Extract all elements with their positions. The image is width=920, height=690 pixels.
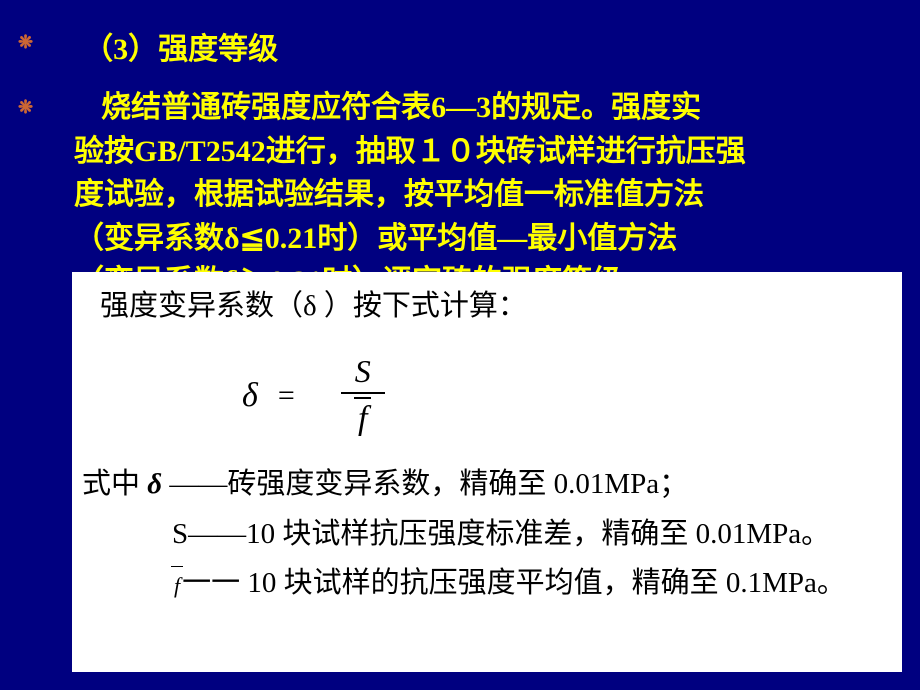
def2-symbol: S xyxy=(172,518,188,550)
formula-lhs: δ xyxy=(242,377,258,415)
def3-text: 一一 10 块试样的抗压强度平均值，精确至 0.1MPa。 xyxy=(182,567,846,599)
formula-box: 强度变异系数（δ ）按下式计算： δ = S f 式中 δ ——砖强度变异系数，… xyxy=(72,272,902,672)
def3-symbol: f xyxy=(172,567,182,604)
heading-text: （3）强度等级 xyxy=(43,24,278,68)
overline-icon xyxy=(354,397,371,399)
def2-text: ——10 块试样抗压强度标准差，精确至 0.01MPa。 xyxy=(188,518,830,550)
slide: ❋ （3）强度等级 ❋ 烧结普通砖强度应符合表6—3的规定。强度实 验按GB/T… xyxy=(0,0,920,690)
paragraph-line-2: 验按GB/T2542进行，抽取１０块砖试样进行抗压强 xyxy=(0,130,920,174)
definition-1: 式中 δ ——砖强度变异系数，精确至 0.01MPa； xyxy=(72,460,902,509)
formula-equals: = xyxy=(278,379,295,413)
flower-bullet-icon: ❋ xyxy=(18,94,33,120)
formula-fraction: S f xyxy=(341,353,385,438)
formula-denominator: f xyxy=(344,394,381,438)
def3-symbol-letter: f xyxy=(174,573,180,598)
formula-denominator-sym: f xyxy=(358,400,367,437)
paragraph-line-1: 烧结普通砖强度应符合表6—3的规定。强度实 xyxy=(43,86,701,130)
formula-numerator: S xyxy=(341,353,385,394)
flower-bullet-icon: ❋ xyxy=(18,32,33,53)
overline-icon xyxy=(171,566,183,568)
paragraph-row: ❋ 烧结普通砖强度应符合表6—3的规定。强度实 xyxy=(0,68,920,130)
paragraph-line-4: （变异系数δ≦0.21时）或平均值—最小值方法 xyxy=(0,217,920,261)
formula-intro: 强度变异系数（δ ）按下式计算： xyxy=(72,272,902,331)
def1-symbol: δ xyxy=(147,468,162,500)
def1-text: ——砖强度变异系数，精确至 0.01MPa； xyxy=(162,468,688,500)
formula: δ = S f xyxy=(72,331,902,460)
definition-3: f 一一 10 块试样的抗压强度平均值，精确至 0.1MPa。 xyxy=(72,559,902,608)
paragraph-line-3: 度试验，根据试验结果，按平均值一标准值方法 xyxy=(0,173,920,217)
definition-2: S——10 块试样抗压强度标准差，精确至 0.01MPa。 xyxy=(72,510,902,559)
def-prefix: 式中 xyxy=(82,468,147,500)
heading-row: ❋ （3）强度等级 xyxy=(0,0,920,68)
